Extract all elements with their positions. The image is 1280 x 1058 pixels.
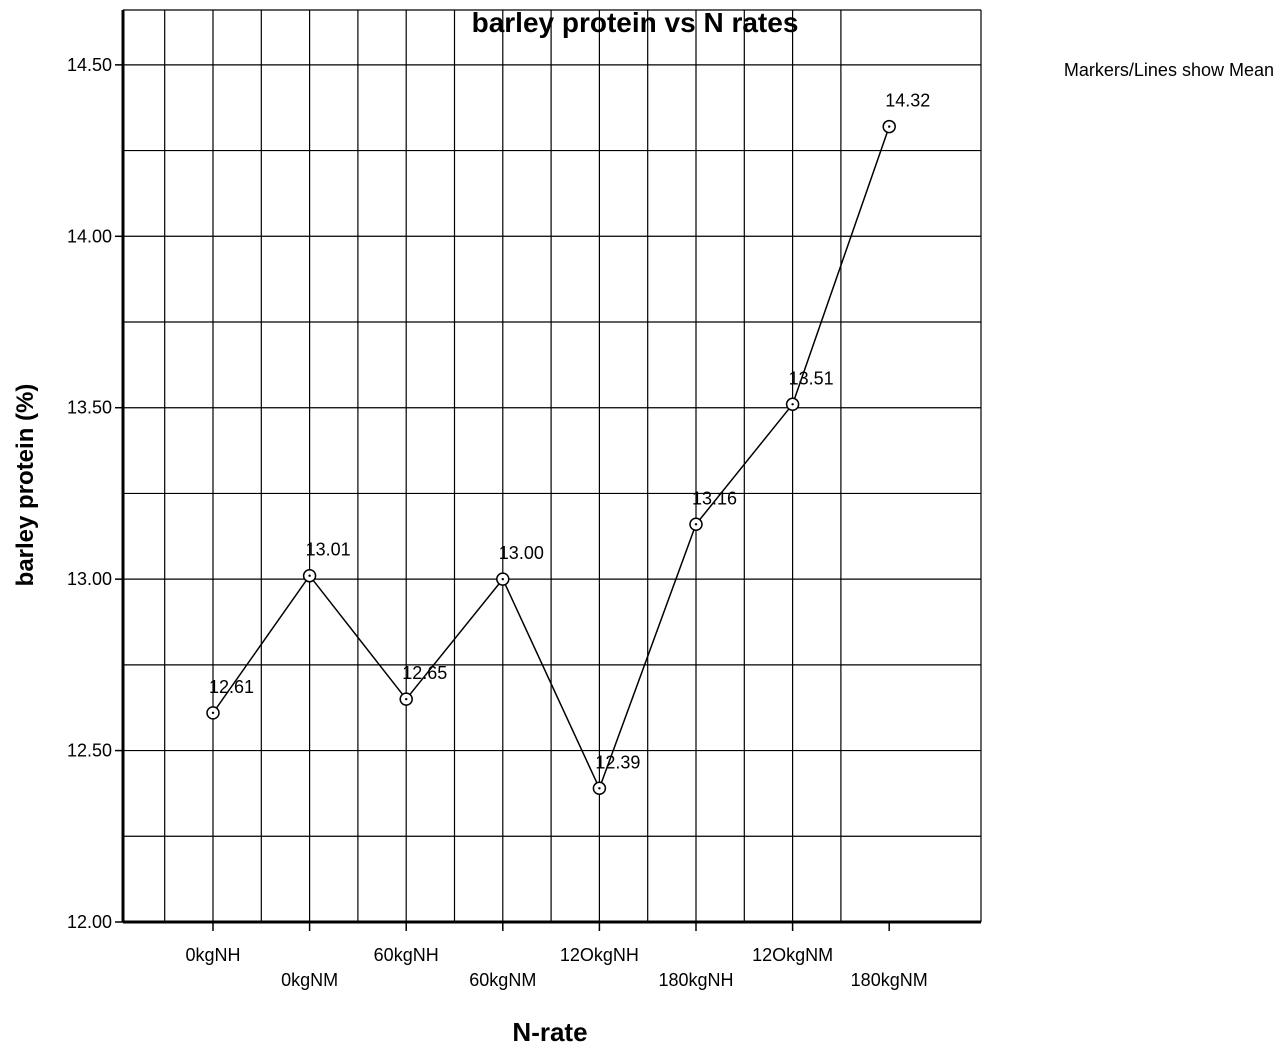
chart-title: barley protein vs N rates [472, 7, 799, 38]
data-point-center [405, 697, 408, 701]
data-label: 12.61 [209, 677, 254, 697]
x-axis-label: N-rate [512, 1017, 587, 1047]
data-point-center [888, 125, 891, 128]
y-tick-label: 13.00 [67, 569, 112, 589]
data-label: 13.51 [789, 368, 834, 388]
tick-labels: 12.00 12.50 13.00 13.50 14.00 14.50 0kgNH 0kgNM… [67, 55, 928, 990]
x-tick-label: 180kgNM [851, 970, 928, 990]
data-point-center [211, 711, 215, 715]
data-label: 13.00 [499, 543, 544, 563]
x-tick-label: 0kgNH [185, 945, 240, 965]
x-tick-label: 60kgNM [469, 970, 536, 990]
data-series [206, 119, 896, 796]
x-tick-label: 0kgNM [281, 970, 338, 990]
y-tick-label: 14.00 [67, 226, 112, 246]
series-line [212, 126, 890, 791]
x-tick-label: 60kgNH [374, 945, 439, 965]
data-label: 12.39 [595, 752, 640, 772]
y-tick-label: 12.00 [67, 912, 112, 932]
data-label: 13.01 [306, 540, 351, 560]
data-point-center [791, 403, 794, 406]
data-point-center [308, 574, 311, 577]
y-axis-label: barley protein (%) [12, 384, 39, 587]
y-tick-label: 13.50 [67, 398, 112, 418]
data-point-center [598, 787, 601, 790]
chart-note: Markers/Lines show Mean [1064, 60, 1274, 80]
data-label: 14.32 [885, 91, 930, 111]
data-labels: 12.61 13.01 12.65 13.00 12.39 13.16 13.51 14.32 [209, 91, 930, 773]
y-tick-label: 14.50 [67, 55, 112, 75]
x-tick-label: 12OkgNH [560, 945, 639, 965]
y-tick-label: 12.50 [67, 741, 112, 761]
data-point-center [694, 523, 698, 526]
grid [123, 9, 982, 923]
x-tick-label: 180kgNH [658, 970, 733, 990]
data-label: 12.65 [402, 663, 447, 683]
x-tick-label: 12OkgNM [752, 945, 833, 965]
axes [115, 10, 981, 931]
data-point-center [501, 577, 504, 581]
data-label: 13.16 [692, 488, 737, 508]
